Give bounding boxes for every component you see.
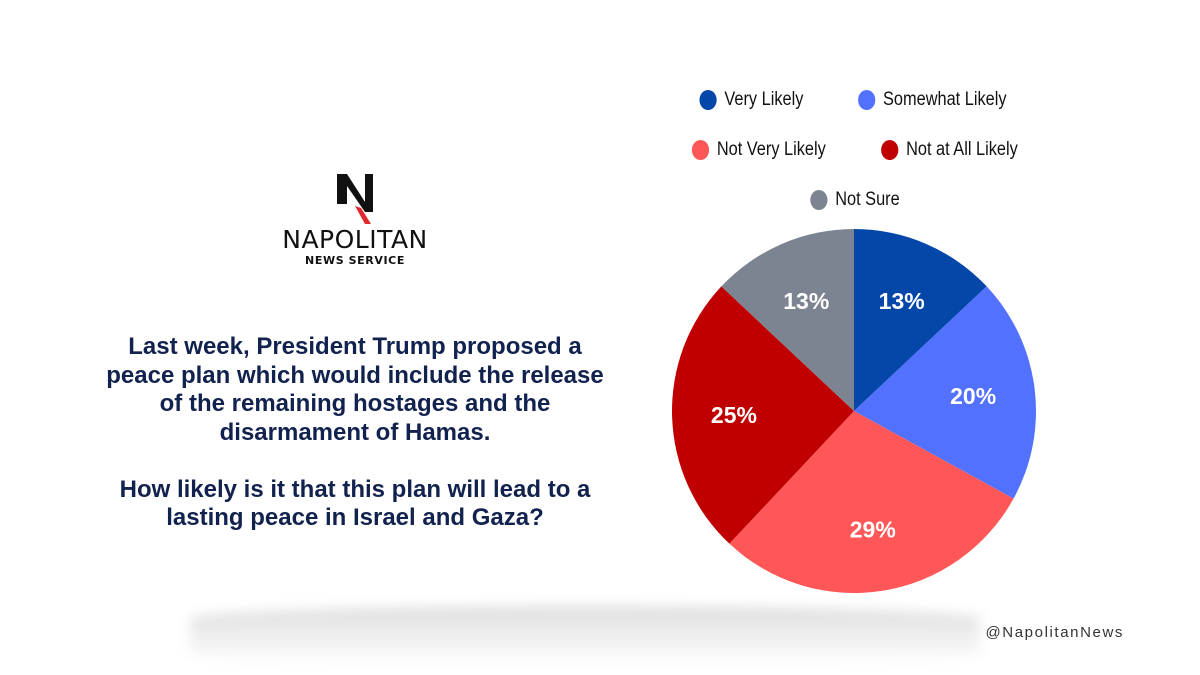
card-shadow: [190, 606, 980, 666]
brand-logo: NAPOLITAN NEWS SERVICE: [270, 172, 440, 268]
legend-swatch-icon: [858, 90, 876, 110]
legend-label: Not at All Likely: [906, 139, 1019, 160]
pie-slice-very-likely: [854, 229, 987, 411]
legend-item: Very Likely: [699, 89, 804, 111]
napolitan-n-logo-icon: [337, 174, 373, 224]
chart-legend: Very Likely Somewhat Likely Not Very Likel…: [650, 75, 1060, 225]
pie-data-label: 13%: [783, 288, 829, 314]
legend-label: Not Very Likely: [716, 139, 826, 160]
pie-slice-somewhat-likely: [854, 286, 1036, 499]
pie-data-label: 25%: [711, 402, 757, 428]
legend-row: Not Very Likely Not at All Likely: [650, 125, 1060, 175]
brand-subtitle: NEWS SERVICE: [305, 254, 405, 267]
pie-data-label: 20%: [950, 383, 996, 409]
legend-swatch-icon: [810, 190, 828, 210]
legend-label: Very Likely: [724, 89, 804, 110]
legend-swatch-icon: [699, 90, 717, 110]
question-intro: Last week, President Trump proposed a pe…: [106, 333, 604, 446]
legend-item: Not at All Likely: [881, 139, 1019, 161]
legend-item: Somewhat Likely: [858, 89, 1007, 111]
legend-item: Not Very Likely: [691, 139, 826, 161]
pie-slice-not-at-all-likely: [671, 286, 854, 544]
question-ask: How likely is it that this plan will lea…: [119, 475, 591, 532]
legend-label: Not Sure: [835, 189, 900, 210]
brand-name: NAPOLITAN: [282, 225, 428, 254]
legend-swatch-icon: [691, 140, 709, 160]
legend-row: Not Sure: [650, 175, 1060, 225]
pie-slice-not-very-likely: [729, 411, 1014, 594]
pie-slice-not-sure: [721, 229, 854, 411]
survey-question: Last week, President Trump proposed a pe…: [100, 333, 610, 533]
pie-data-label: 13%: [879, 288, 925, 314]
legend-swatch-icon: [881, 140, 899, 160]
social-handle: @NapolitanNews: [985, 624, 1124, 641]
legend-label: Somewhat Likely: [883, 89, 1007, 110]
pie-data-label: 29%: [850, 517, 896, 543]
legend-row: Very Likely Somewhat Likely: [650, 75, 1060, 125]
legend-item: Not Sure: [810, 189, 900, 211]
